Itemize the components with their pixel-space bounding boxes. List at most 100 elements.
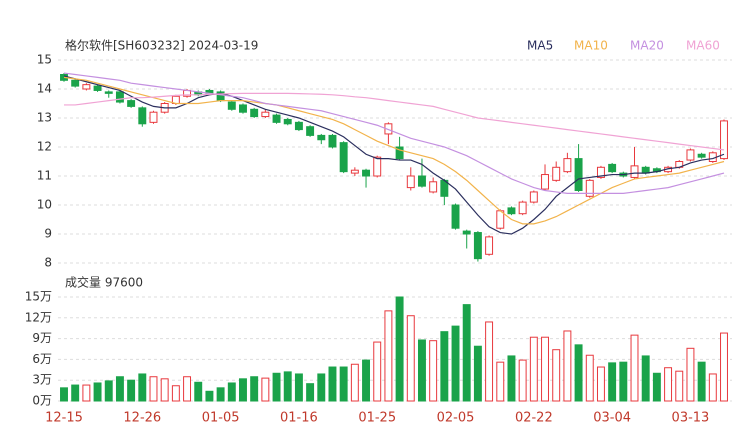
volume-bar: [675, 370, 684, 402]
candle-body: [294, 121, 303, 131]
candle-body: [250, 108, 259, 118]
volume-bar: [462, 304, 471, 402]
volume-bar: [585, 354, 594, 402]
volume-bar: [194, 381, 203, 402]
volume-bar: [708, 373, 717, 402]
candle-body: [451, 204, 460, 229]
candle-body: [227, 101, 236, 110]
y-tick-label: 10: [37, 198, 52, 212]
x-tick-label: 03-04: [593, 411, 631, 426]
volume-bar: [373, 341, 382, 402]
volume-bar: [60, 387, 68, 402]
volume-bar: [697, 361, 706, 402]
x-tick-label: 03-13: [672, 411, 710, 426]
legend-entry: MA5: [527, 39, 553, 53]
candle-body: [350, 169, 359, 174]
ma-line: [63, 76, 725, 225]
volume-bar: [272, 372, 281, 402]
volume-bar: [630, 334, 639, 402]
volume-bar: [104, 380, 113, 402]
candle-body: [507, 207, 516, 215]
volume-bar: [138, 373, 147, 402]
volume-bar: [250, 376, 259, 402]
volume-bar: [563, 330, 572, 402]
volume-bar: [541, 336, 549, 402]
candle-body: [317, 134, 326, 141]
candle-body: [686, 149, 695, 161]
y-tick-label: 3万: [32, 373, 52, 387]
volume-bar: [350, 363, 359, 402]
y-tick-label: 12: [37, 140, 52, 154]
y-tick-label: 6万: [32, 352, 52, 366]
candle-body: [373, 156, 382, 177]
y-tick-label: 0万: [32, 394, 52, 408]
candle-body: [239, 104, 247, 113]
volume-bar: [227, 382, 236, 402]
volume-bar: [619, 361, 628, 402]
volume-bar: [406, 315, 415, 402]
candle-body: [529, 191, 538, 203]
legend-entry: MA10: [574, 39, 608, 53]
volume-bar: [429, 340, 438, 402]
volume-bar: [339, 366, 348, 402]
legend-entry: MA60: [686, 39, 720, 53]
volume-bar: [686, 347, 695, 402]
y-tick-label: 9万: [32, 331, 52, 345]
x-tick-label: 02-22: [515, 411, 553, 426]
volume-title: 成交量 97600: [65, 275, 143, 290]
x-tick-label: 01-16: [280, 411, 318, 426]
volume-bar: [529, 336, 538, 402]
y-tick-label: 15万: [25, 290, 52, 304]
volume-bar: [395, 296, 404, 402]
volume-bar: [283, 371, 292, 402]
y-tick-label: 8: [44, 256, 52, 270]
candle-body: [473, 232, 482, 260]
candle-body: [339, 142, 348, 173]
y-tick-label: 9: [44, 227, 52, 241]
volume-bar: [507, 355, 516, 402]
volume-bar: [171, 385, 180, 402]
candle-body: [417, 175, 426, 187]
volume-bar: [384, 310, 393, 402]
volume-bar: [216, 387, 225, 402]
volume-bar: [574, 344, 583, 402]
volume-bar: [71, 384, 80, 402]
y-tick-label: 13: [37, 111, 52, 125]
candle-body: [362, 169, 371, 177]
volume-bar: [317, 373, 326, 402]
candle-body: [596, 166, 605, 178]
candle-body: [574, 158, 583, 192]
y-tick-label: 15: [37, 53, 52, 67]
ma-line: [63, 72, 725, 194]
candle-body: [71, 79, 80, 87]
volume-bar: [496, 361, 505, 402]
volume-bar: [596, 366, 605, 402]
volume-bar: [608, 362, 617, 402]
candle-body: [630, 165, 639, 178]
ma-line: [63, 75, 725, 235]
candle-body: [93, 85, 102, 91]
volume-bar: [518, 359, 527, 402]
chart-title: 格尔软件[SH603232] 2024-03-19: [65, 38, 258, 53]
candle-body: [541, 174, 549, 190]
candle-body: [585, 179, 594, 197]
candle-body: [406, 175, 415, 189]
volume-bar: [183, 376, 192, 402]
candle-body: [149, 111, 158, 123]
volume-bar: [473, 345, 482, 402]
legend-entry: MA20: [630, 39, 664, 53]
volume-bar: [451, 325, 460, 402]
volume-bar: [82, 384, 91, 402]
candle-body: [272, 114, 281, 123]
volume-bar: [93, 382, 102, 402]
volume-bar: [552, 349, 561, 402]
candle-body: [429, 181, 438, 193]
candle-body: [485, 236, 494, 255]
volume-bar: [652, 372, 661, 402]
candle-body: [104, 91, 113, 94]
y-tick-label: 12万: [25, 310, 52, 324]
candle-body: [395, 146, 404, 160]
candle-body: [138, 107, 147, 125]
volume-bar: [149, 376, 158, 402]
